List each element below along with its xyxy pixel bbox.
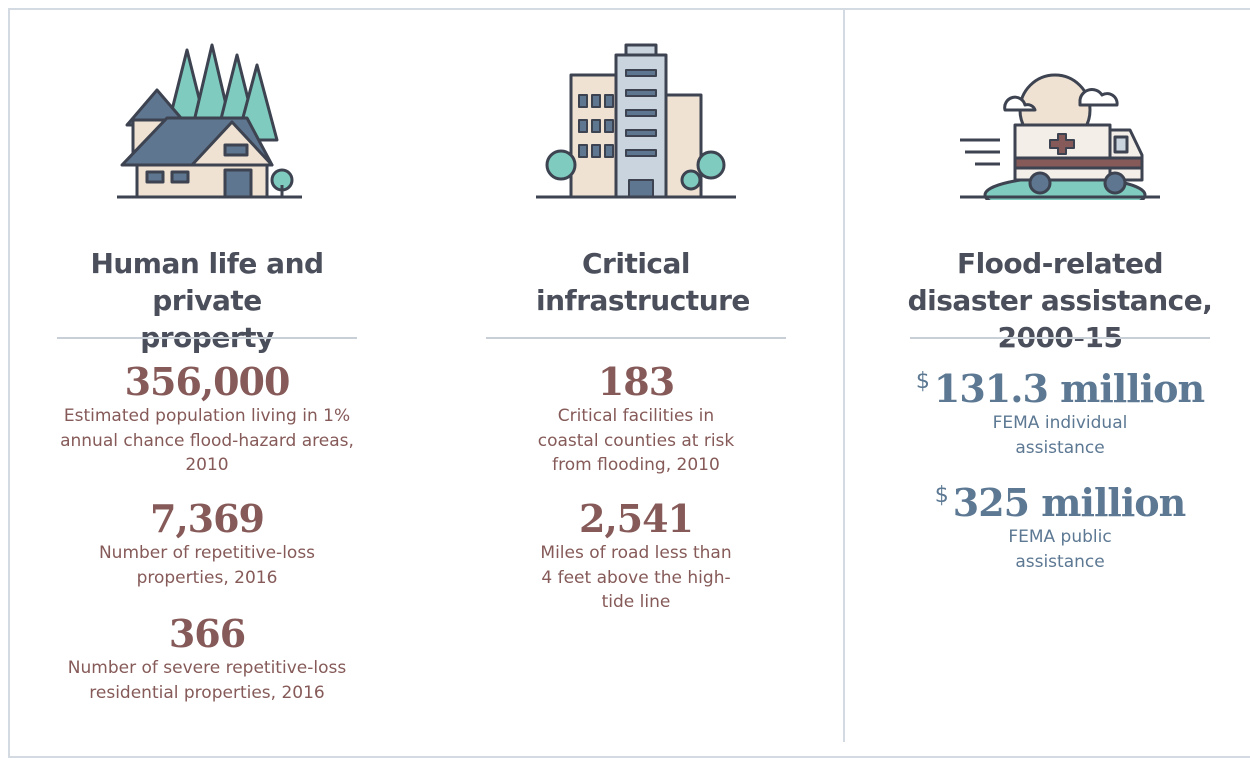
currency: $ [935,483,949,508]
stat: 7,369 Number of repetitive-loss properti… [17,499,397,590]
column-title: Flood-related disaster assistance, 2000-… [870,245,1250,356]
column-title: Critical infrastructure [446,245,826,319]
stat-value: 131.3 million [934,366,1204,411]
stat: 366 Number of severe repetitive-loss res… [17,614,397,705]
column-title: Human life and private property [17,245,397,356]
rule [57,337,357,339]
ambulance-icon [955,40,1165,200]
stat-description: Number of repetitive-loss properties, 20… [87,541,327,590]
rule [910,337,1210,339]
divider [843,8,845,742]
stat-description: Critical facilities in coastal counties … [526,404,746,478]
currency: $ [916,369,930,394]
stat: $325 million FEMA public assistance [870,476,1250,574]
stat-description: FEMA individual assistance [980,411,1140,460]
stat-description: Estimated population living in 1% annual… [57,404,357,478]
stat-value: 356,000 [17,362,397,402]
stat: 2,541 Miles of road less than 4 feet abo… [446,499,826,615]
stat-value: 366 [17,614,397,654]
stat: 183 Critical facilities in coastal count… [446,362,826,478]
stat-value: 7,369 [17,499,397,539]
rule [486,337,786,339]
stat-description: Number of severe repetitive-loss residen… [57,656,357,705]
stat-value: 2,541 [446,499,826,539]
buildings-icon [531,40,741,200]
stat-description: FEMA public assistance [995,525,1125,574]
stat: 356,000 Estimated population living in 1… [17,362,397,478]
stat-value: 325 million [953,480,1185,525]
house-icon [107,40,307,200]
stat: $131.3 million FEMA individual assistanc… [870,362,1250,460]
page: {"columns": [ {"title": "Human life and … [0,0,1250,742]
stat-description: Miles of road less than 4 feet above the… [536,541,736,615]
stat-value: 183 [446,362,826,402]
